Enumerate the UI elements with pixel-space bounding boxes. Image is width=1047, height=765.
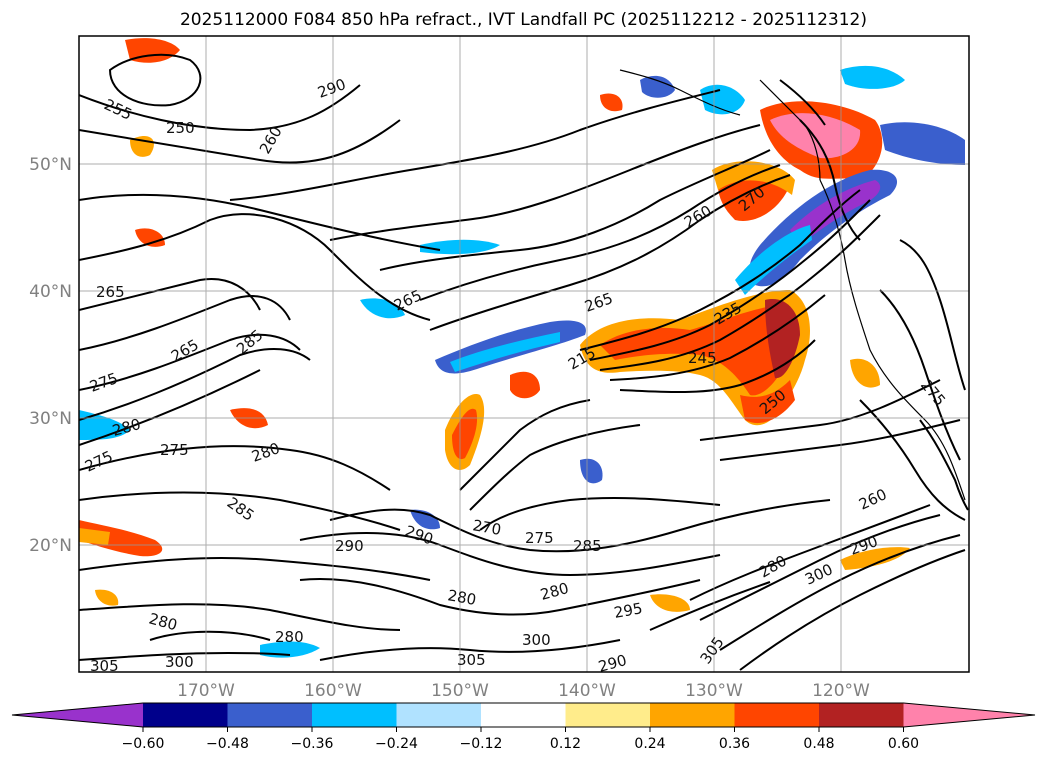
lat-label-20n: 20°N (29, 536, 72, 556)
colorbar-extend-low (12, 703, 143, 727)
contour-label: 305 (90, 657, 119, 675)
contour-lines (79, 53, 969, 671)
contour-label: 275 (160, 441, 189, 459)
colorbar-tick-label: 0.48 (803, 736, 834, 752)
colorbar-tick-label: −0.60 (122, 736, 165, 752)
contour-label: 275 (525, 529, 554, 547)
colorbar-segment (227, 703, 312, 727)
colorbar-tick-label: −0.48 (206, 736, 249, 752)
lon-label-150w: 150°W (431, 681, 489, 701)
map-plot-area: 255 250 260 290 265 285 265 275 280 275 … (79, 36, 969, 676)
lat-label-50n: 50°N (29, 155, 72, 175)
graticule (79, 36, 969, 672)
colorbar-tick-label: −0.24 (375, 736, 418, 752)
colorbar-segment (565, 703, 650, 727)
map-title: 2025112000 F084 850 hPa refract., IVT La… (179, 10, 867, 30)
colorbar-tick-label: −0.12 (460, 736, 503, 752)
colorbar-tick-label: 0.12 (550, 736, 581, 752)
colorbar-tick-label: −0.36 (291, 736, 334, 752)
colorbar-segment (143, 703, 228, 727)
lon-label-170w: 170°W (177, 681, 235, 701)
colorbar-tick-label: 0.24 (634, 736, 665, 752)
colorbar-segment (819, 703, 904, 727)
colorbar-segment (396, 703, 481, 727)
lat-label-40n: 40°N (29, 282, 72, 302)
longitude-labels: 170°W 160°W 150°W 140°W 130°W 120°W (177, 681, 870, 701)
contour-label: 305 (457, 651, 486, 669)
contour-label: 250 (166, 119, 195, 137)
contour-label: 280 (275, 628, 304, 646)
latitude-labels: 50°N 40°N 30°N 20°N (29, 155, 72, 556)
contour-label: 270 (471, 516, 502, 539)
contour-label: 290 (596, 651, 628, 676)
contour-label: 295 (613, 599, 644, 622)
contour-label: 245 (688, 349, 717, 367)
contour-label: 300 (522, 631, 551, 649)
lat-label-30n: 30°N (29, 409, 72, 429)
contour-label: 290 (335, 537, 364, 555)
lon-label-130w: 130°W (685, 681, 743, 701)
contour-label: 285 (573, 537, 602, 555)
contour-label: 300 (165, 653, 194, 671)
contour-label: 280 (446, 586, 477, 609)
colorbar-segment (734, 703, 819, 727)
colorbar: −0.60 −0.48 −0.36 −0.24 −0.12 0.12 0.24 0.36 0.4… (11, 702, 1036, 752)
colorbar-extend-high (903, 703, 1035, 727)
coastlines (619, 69, 966, 501)
colorbar-tick-label: 0.60 (888, 736, 919, 752)
lon-label-160w: 160°W (304, 681, 362, 701)
contour-label: 265 (96, 283, 125, 301)
colorbar-tick-label: 0.36 (719, 736, 750, 752)
map-frame (78, 35, 970, 673)
lon-label-140w: 140°W (558, 681, 616, 701)
colorbar-segment (312, 703, 397, 727)
lon-label-120w: 120°W (812, 681, 870, 701)
colorbar-segment (650, 703, 735, 727)
colorbar-segment (481, 703, 566, 727)
